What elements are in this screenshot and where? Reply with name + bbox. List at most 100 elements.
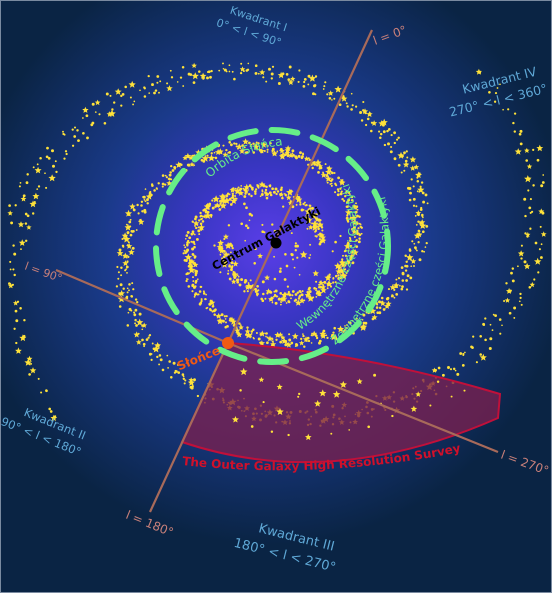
star-dot	[352, 204, 356, 208]
star-dot	[213, 314, 216, 316]
star	[351, 228, 358, 235]
star-dot	[126, 260, 129, 263]
star	[278, 152, 286, 160]
star-dot	[148, 352, 152, 356]
star-dot	[13, 327, 16, 330]
star-dot	[391, 414, 394, 418]
star	[187, 266, 196, 274]
star-dot	[534, 241, 538, 245]
star-dot	[144, 188, 147, 190]
star-dot	[478, 71, 482, 74]
star	[252, 143, 260, 150]
star-dot	[360, 119, 364, 122]
star-dot	[408, 248, 412, 251]
star-dot	[182, 85, 185, 87]
star-dot	[187, 163, 191, 167]
star-dot	[424, 193, 428, 197]
star-dot	[299, 294, 301, 297]
star	[125, 209, 133, 217]
star-dot	[194, 292, 198, 296]
star-dot	[233, 77, 236, 81]
star-dot	[327, 275, 331, 279]
star-dot	[161, 174, 165, 177]
star-dot	[194, 269, 198, 273]
axis-l0	[227, 29, 373, 344]
star-dot	[339, 234, 342, 238]
star-dot	[45, 186, 48, 189]
star-dot	[298, 392, 301, 396]
star-dot	[383, 143, 387, 147]
star-dot	[232, 270, 235, 274]
star-dot	[129, 218, 132, 221]
star-dot	[422, 200, 426, 204]
star-dot	[268, 191, 272, 195]
star-dot	[257, 142, 260, 145]
star-dot	[133, 100, 136, 103]
star-dot	[118, 292, 122, 296]
star-dot	[25, 181, 29, 185]
star	[231, 271, 239, 278]
star	[276, 383, 283, 390]
star	[122, 235, 131, 243]
star-dot	[370, 129, 373, 133]
star	[318, 280, 325, 286]
star-dot	[271, 187, 274, 191]
star-dot	[134, 308, 138, 312]
star-dot	[227, 151, 230, 154]
star-dot	[269, 291, 273, 294]
star-dot	[314, 230, 317, 233]
star	[230, 197, 238, 204]
star-dot	[405, 150, 408, 153]
star	[276, 408, 284, 415]
star-dot	[275, 338, 278, 341]
star-dot	[300, 156, 304, 160]
star-dot	[343, 268, 346, 271]
star-dot	[245, 206, 248, 210]
star-dot	[169, 171, 172, 174]
star-dot	[124, 269, 127, 272]
star-dot	[222, 260, 224, 263]
star-dot	[193, 233, 196, 236]
star-dot	[168, 173, 172, 177]
star	[417, 186, 425, 194]
star-dot	[133, 313, 137, 317]
star-dot	[276, 150, 279, 153]
star-dot	[198, 290, 202, 293]
star-dot	[254, 287, 257, 291]
star	[280, 334, 286, 340]
star-dot	[251, 188, 254, 191]
star-dot	[418, 230, 421, 233]
star-dot	[128, 289, 130, 292]
star-dot	[525, 159, 529, 162]
star-dot	[406, 156, 409, 159]
star-dot	[231, 194, 235, 197]
star-dot	[242, 70, 245, 73]
star	[258, 376, 265, 383]
star-dot	[126, 291, 129, 294]
star-dot	[182, 375, 185, 378]
star-dot	[416, 249, 418, 252]
star-dot	[322, 88, 325, 90]
star-dot	[425, 225, 429, 228]
star-dot	[276, 190, 280, 193]
star-dot	[245, 333, 248, 336]
star-dot	[400, 266, 404, 269]
star-dot	[243, 202, 246, 206]
star-dot	[503, 299, 506, 303]
star	[230, 278, 237, 285]
star-dot	[232, 187, 235, 190]
star-dot	[291, 149, 295, 153]
star-dot	[55, 170, 58, 174]
star-dot	[307, 288, 310, 291]
star-dot	[331, 250, 334, 253]
star-dot	[161, 185, 164, 188]
star-dot	[292, 258, 294, 261]
star-dot	[311, 222, 313, 225]
star-dot	[130, 229, 134, 233]
star-dot	[220, 204, 223, 207]
star-dot	[127, 255, 130, 259]
star-dot	[334, 182, 337, 185]
star-dot	[300, 299, 303, 302]
star-dot	[126, 324, 130, 327]
star-dot	[436, 380, 440, 383]
